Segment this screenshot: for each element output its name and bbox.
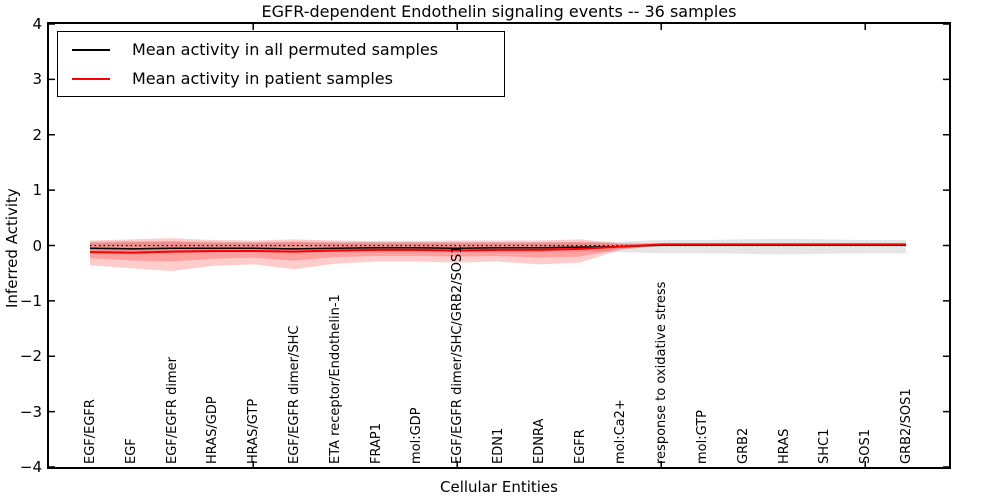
y-tick-label: 2 [32, 125, 42, 144]
legend-item-permuted: Mean activity in all permuted samples [58, 40, 504, 60]
x-category-label: mol:GDP [409, 407, 425, 464]
legend-label-permuted: Mean activity in all permuted samples [132, 40, 439, 59]
line-mean-activity-in-patient-samples [89, 243, 906, 254]
x-category-label: SHC1 [817, 428, 833, 464]
legend-item-patient: Mean activity in patient samples [58, 69, 504, 89]
x-category-label: HRAS [776, 428, 792, 464]
y-axis-title: Inferred Activity [3, 187, 21, 308]
legend-line-red-icon [72, 77, 110, 80]
x-category-label: HRAS/GTP [246, 398, 262, 464]
x-category-label: EDN1 [491, 427, 506, 464]
y-tick-label: 4 [32, 15, 42, 33]
x-category-label: EGF [123, 438, 139, 464]
y-tick-label: −3 [19, 402, 42, 421]
x-category-label: ETA receptor/Endothelin-1 [327, 294, 343, 464]
x-category-label: FRAP1 [368, 423, 384, 464]
y-tick-label: 3 [32, 70, 42, 89]
x-category-label: EDNRA [531, 418, 547, 464]
x-category-label: GRB2 [735, 427, 751, 464]
band-patient-samples-std-band-outer- [90, 238, 906, 271]
y-tick-label: 1 [32, 181, 42, 200]
x-category-label: HRAS/GDP [205, 396, 221, 464]
x-category-label: EGFR [572, 429, 588, 464]
x-category-label: SOS1 [858, 428, 874, 464]
y-tick-label: −2 [19, 347, 42, 366]
x-category-label: GRB2/SOS1 [899, 388, 914, 464]
y-tick-label: 0 [32, 236, 42, 255]
legend-label-patient: Mean activity in patient samples [132, 69, 393, 88]
x-category-label: mol:Ca2+ [613, 399, 629, 464]
x-category-label: response to oxidative stress [654, 281, 670, 464]
x-category-label: mol:GTP [695, 410, 710, 464]
band-patient-samples-std-band-inner- [90, 241, 906, 262]
y-tick-label: −4 [19, 458, 42, 476]
x-axis-title: Cellular Entities [440, 478, 558, 496]
legend-box: Mean activity in all permuted samples Me… [57, 31, 505, 97]
x-category-label: EGF/EGFR dimer/SHC/GRB2/SOS1 [450, 245, 466, 465]
y-tick-label: −1 [19, 291, 42, 310]
x-category-label: EGF/EGFR dimer [164, 357, 180, 464]
x-category-label: EGF/EGFR dimer/SHC [287, 325, 302, 464]
chart-title: EGFR-dependent Endothelin signaling even… [261, 2, 737, 21]
band-permuted-samples-std-band [90, 238, 906, 255]
chart-canvas [49, 24, 949, 467]
x-category-label: EGF/EGFR [83, 399, 98, 464]
legend-line-black-icon [72, 48, 110, 51]
